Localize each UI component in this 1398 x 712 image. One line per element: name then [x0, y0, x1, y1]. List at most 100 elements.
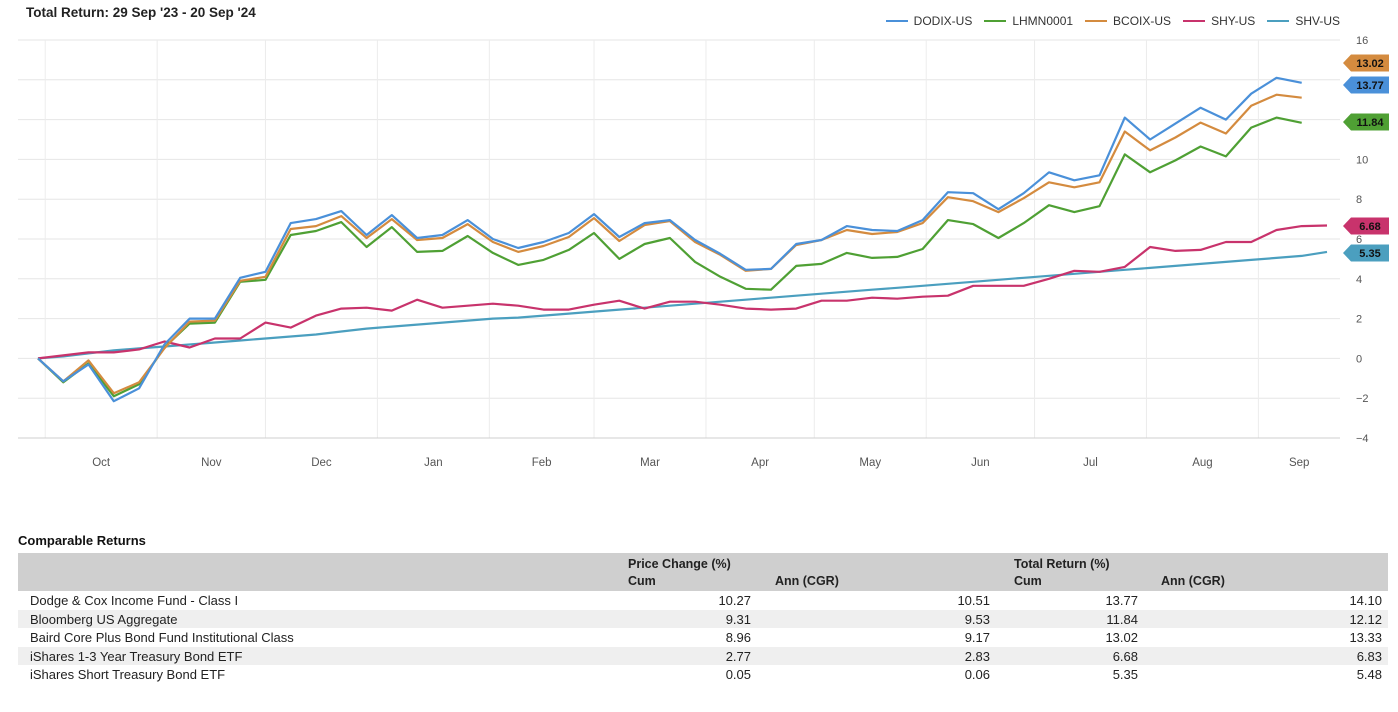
cell-total-ann: 14.10	[1349, 593, 1382, 608]
x-tick-label: Apr	[751, 457, 769, 469]
x-tick-label: Aug	[1192, 457, 1212, 469]
end-label-shv-us: 5.35	[1343, 244, 1389, 262]
legend-item-shy-us: SHY-US	[1183, 14, 1255, 28]
y-tick-label: −2	[1356, 393, 1369, 405]
x-tick-label: Feb	[532, 457, 552, 469]
legend-label: SHY-US	[1211, 14, 1256, 28]
legend-swatch	[885, 20, 908, 22]
end-label-dodix-us: 13.77	[1343, 76, 1389, 94]
header-total-ann: Ann (CGR)	[1161, 574, 1225, 588]
chart-legend: DODIX-US LHMN0001 BCOIX-US SHY-US SHV-US	[885, 14, 1340, 28]
x-tick-label: Jul	[1083, 457, 1098, 469]
cell-price-ann: 9.53	[964, 611, 990, 627]
legend-item-dodix-us: DODIX-US	[885, 14, 973, 28]
end-label-value: 13.02	[1356, 58, 1384, 70]
header-total-return: Total Return (%)	[1014, 557, 1110, 571]
x-tick-label: Nov	[201, 457, 222, 469]
cell-total-cum: 6.68	[1112, 648, 1138, 664]
cell-total-cum: 13.02	[1105, 630, 1138, 645]
legend-label: LHMN0001	[1012, 14, 1074, 28]
cell-fund-name: Bloomberg US Aggregate	[30, 611, 178, 627]
end-label-value: 5.35	[1359, 248, 1380, 260]
legend-swatch	[1267, 20, 1290, 22]
axes: 1614121086420−2−4OctNovDecJanFebMarAprMa…	[18, 35, 1369, 469]
series-line-shy-us	[37, 224, 1328, 360]
end-label-lhmn0001: 11.84	[1343, 113, 1389, 131]
table-title: Comparable Returns	[18, 533, 146, 548]
cell-total-cum: 5.35	[1112, 667, 1138, 682]
legend-swatch	[1183, 20, 1206, 22]
x-tick-label: Dec	[311, 457, 332, 469]
end-label-bcoix-us: 13.02	[1343, 54, 1389, 72]
x-tick-label: Jun	[971, 457, 990, 469]
end-label-tag	[1343, 54, 1389, 72]
cell-total-ann: 12.12	[1349, 611, 1382, 627]
cell-fund-name: Dodge & Cox Income Fund - Class I	[30, 593, 239, 608]
cell-fund-name: iShares 1-3 Year Treasury Bond ETF	[30, 648, 243, 664]
series-lines	[37, 76, 1328, 403]
grid	[18, 39, 1340, 439]
cell-price-cum: 10.27	[718, 593, 751, 608]
table-row: iShares 1-3 Year Treasury Bond ETF 2.77 2.…	[18, 646, 1388, 665]
header-price-change: Price Change (%)	[628, 557, 731, 571]
x-tick-label: Oct	[92, 457, 111, 469]
cell-price-cum: 8.96	[725, 630, 751, 645]
series-line-lhmn0001	[37, 116, 1302, 398]
cell-total-cum: 13.77	[1105, 593, 1138, 608]
end-label-value: 13.77	[1356, 80, 1384, 92]
header-price-ann: Ann (CGR)	[775, 574, 839, 588]
legend-label: SHV-US	[1295, 14, 1340, 28]
comparable-returns-table: Price Change (%) Cum Ann (CGR) Total Ret…	[18, 553, 1388, 684]
end-label-tag	[1343, 217, 1389, 235]
cell-total-ann: 5.48	[1356, 667, 1382, 682]
series-line-dodix-us	[37, 76, 1302, 403]
table-body: Dodge & Cox Income Fund - Class I 10.27 10…	[18, 591, 1388, 684]
x-tick-label: Mar	[640, 457, 660, 469]
y-tick-label: 8	[1356, 194, 1362, 206]
series-line-bcoix-us	[37, 93, 1302, 395]
legend-item-lhmn0001: LHMN0001	[984, 14, 1073, 28]
cell-price-cum: 9.31	[725, 611, 751, 627]
cell-fund-name: iShares Short Treasury Bond ETF	[30, 667, 226, 682]
end-label-value: 6.68	[1359, 221, 1380, 233]
cell-total-cum: 11.84	[1106, 611, 1138, 627]
table-row: Dodge & Cox Income Fund - Class I 10.27 10…	[18, 591, 1388, 610]
x-tick-label: May	[859, 457, 881, 469]
legend-label: DODIX-US	[913, 14, 973, 28]
cell-price-ann: 0.06	[964, 667, 990, 682]
y-tick-label: 6	[1356, 234, 1362, 246]
cell-total-ann: 13.33	[1349, 630, 1382, 645]
x-tick-label: Jan	[424, 457, 443, 469]
end-label-tag	[1343, 113, 1389, 131]
cell-total-ann: 6.83	[1356, 648, 1382, 664]
legend-swatch	[1085, 20, 1108, 22]
cell-fund-name: Baird Core Plus Bond Fund Institutional …	[30, 630, 294, 645]
y-tick-label: 10	[1356, 154, 1368, 166]
end-label-shy-us: 6.68	[1343, 217, 1389, 235]
y-tick-label: 4	[1356, 274, 1362, 286]
legend-item-shv-us: SHV-US	[1267, 14, 1340, 28]
end-label-value: 11.84	[1357, 117, 1385, 129]
header-price-cum: Cum	[628, 574, 656, 588]
table-row: Bloomberg US Aggregate 9.31 9.53 11.84 12.12	[18, 609, 1388, 628]
cell-price-ann: 10.51	[957, 593, 990, 608]
end-labels: 13.77 11.84 13.02 6.68 5.35	[1343, 54, 1389, 262]
y-tick-label: 16	[1356, 35, 1368, 47]
cell-price-ann: 2.83	[964, 648, 990, 664]
cell-price-cum: 2.77	[725, 648, 751, 664]
x-tick-label: Sep	[1289, 457, 1309, 469]
legend-swatch	[984, 20, 1007, 22]
chart-title: Total Return: 29 Sep '23 - 20 Sep '24	[26, 5, 256, 20]
header-total-cum: Cum	[1014, 574, 1042, 588]
table-row: iShares Short Treasury Bond ETF 0.05 0.06 5…	[18, 665, 1388, 684]
y-tick-label: 0	[1356, 353, 1362, 365]
series-line-shv-us	[37, 250, 1328, 360]
table-header: Price Change (%) Cum Ann (CGR) Total Ret…	[18, 553, 1388, 591]
cell-price-cum: 0.05	[725, 667, 751, 682]
cell-price-ann: 9.17	[964, 630, 990, 645]
y-tick-label: −4	[1356, 433, 1369, 445]
legend-label: BCOIX-US	[1113, 14, 1172, 28]
y-tick-label: 2	[1356, 314, 1362, 326]
legend-item-bcoix-us: BCOIX-US	[1085, 14, 1171, 28]
line-chart: 1614121086420−2−4OctNovDecJanFebMarAprMa…	[18, 35, 1389, 469]
